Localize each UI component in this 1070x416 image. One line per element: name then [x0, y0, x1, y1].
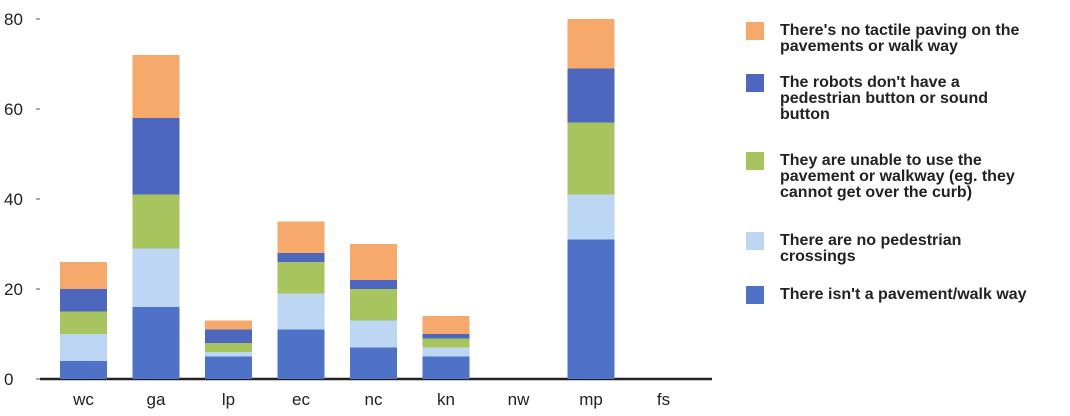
legend: There's no tactile paving on the pavement…: [746, 22, 1027, 304]
legend-swatch: [746, 152, 764, 170]
bar-segment-kn-2: [422, 338, 470, 348]
bar-segment-kn-4: [422, 316, 470, 334]
legend-entry-line: There isn't a pavement/walk way: [780, 286, 1027, 303]
y-tick-label: 0: [4, 370, 13, 389]
bar-segment-nc-2: [350, 289, 397, 321]
legend-entry: There's no tactile paving on the pavement…: [780, 22, 1020, 55]
bar-segment-lp-2: [205, 343, 252, 352]
y-tick-label: 60: [4, 100, 23, 119]
legend-entry-line: button: [780, 106, 830, 123]
bar-segment-wc-3: [60, 289, 107, 312]
x-tick-label: wc: [72, 390, 94, 409]
bar-segment-ga-3: [132, 118, 180, 195]
bar-segment-ec-4: [277, 221, 325, 253]
legend-entry-line: The robots don't have a: [780, 74, 960, 91]
bar-segment-mp-4: [567, 19, 615, 69]
bars-group: [60, 19, 615, 379]
legend-swatch: [746, 74, 764, 92]
legend-entry: There isn't a pavement/walk way: [780, 286, 1027, 303]
bar-segment-ec-0: [277, 329, 325, 379]
bar-segment-ec-1: [277, 293, 325, 330]
bar-segment-nc-1: [350, 320, 397, 348]
x-tick-label: kn: [437, 390, 455, 409]
legend-entry-line: pavements or walk way: [780, 38, 958, 55]
y-tick-label: 80: [4, 10, 23, 29]
x-tick-label: ec: [292, 390, 310, 409]
bar-segment-nc-4: [350, 244, 397, 280]
bar-segment-nc-3: [350, 280, 397, 289]
bar-segment-kn-0: [422, 356, 470, 379]
legend-entry-line: They are unable to use the: [780, 152, 982, 169]
legend-entry: They are unable to use the pavement or wa…: [780, 152, 1015, 201]
x-tick-label: nc: [365, 390, 383, 409]
bar-segment-mp-2: [567, 122, 615, 195]
bar-segment-lp-0: [205, 356, 252, 379]
bar-segment-mp-3: [567, 68, 615, 123]
bar-segment-ga-0: [132, 307, 180, 379]
legend-entry-line: crossings: [780, 248, 856, 265]
bar-segment-wc-1: [60, 334, 107, 361]
legend-entry: The robots don't have a pedestrian button…: [780, 74, 988, 123]
bar-segment-kn-3: [422, 334, 470, 339]
x-tick-label: lp: [222, 390, 235, 409]
legend-entry-line: pedestrian button or sound: [780, 90, 988, 107]
bar-segment-ec-2: [277, 262, 325, 294]
legend-entry-line: There are no pedestrian: [780, 232, 961, 249]
y-tick-label: 20: [4, 280, 23, 299]
legend-entry-line: pavement or walkway (eg. they: [780, 168, 1015, 185]
bar-segment-lp-1: [205, 352, 252, 357]
bar-segment-mp-1: [567, 194, 615, 240]
bar-segment-ga-1: [132, 248, 180, 307]
legend-entry-line: cannot get over the curb): [780, 184, 972, 201]
x-tick-label: ga: [147, 390, 166, 409]
legend-swatch: [746, 286, 764, 304]
bar-segment-lp-4: [205, 320, 252, 330]
bar-segment-ga-2: [132, 194, 180, 249]
bar-segment-wc-4: [60, 262, 107, 289]
bar-segment-mp-0: [567, 239, 615, 379]
bar-segment-wc-0: [60, 361, 107, 379]
bar-segment-kn-1: [422, 347, 470, 357]
legend-entry: There are no pedestrian crossings: [780, 232, 961, 265]
x-tick-label: mp: [579, 390, 603, 409]
y-tick-label: 40: [4, 190, 23, 209]
bar-segment-wc-2: [60, 311, 107, 334]
bar-segment-ga-4: [132, 55, 180, 118]
x-tick-label: nw: [508, 390, 530, 409]
legend-swatch: [746, 22, 764, 40]
legend-entry-line: There's no tactile paving on the: [780, 22, 1020, 39]
bar-segment-ec-3: [277, 253, 325, 262]
bar-segment-lp-3: [205, 329, 252, 343]
bar-segment-nc-0: [350, 347, 397, 379]
legend-swatch: [746, 232, 764, 250]
x-tick-label: fs: [657, 390, 670, 409]
